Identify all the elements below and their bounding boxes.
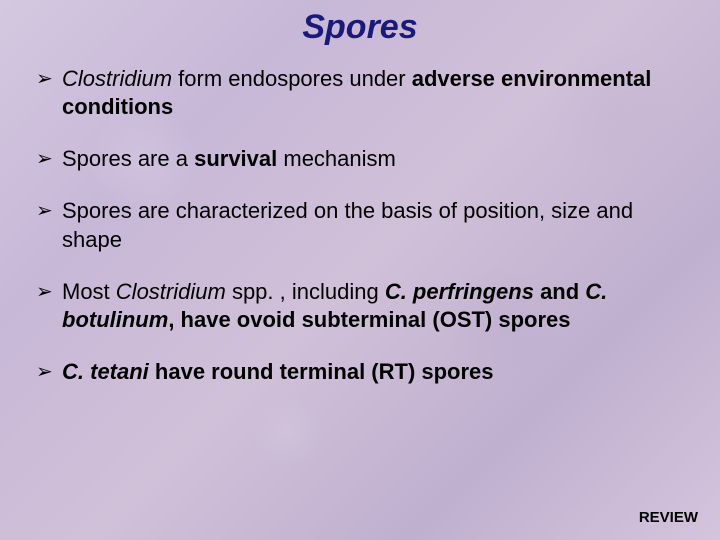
text-segment: Clostridium xyxy=(62,66,172,91)
text-segment: Spores are characterized on the basis of… xyxy=(62,198,633,251)
text-segment: spp. , including xyxy=(226,279,385,304)
bullet-list: ➢Clostridium form endospores under adver… xyxy=(0,65,720,386)
bullet-text: Spores are characterized on the basis of… xyxy=(62,197,688,253)
bullet-text: C. tetani have round terminal (RT) spore… xyxy=(62,358,688,386)
text-segment: C. tetani xyxy=(62,359,149,384)
bullet-item: ➢Most Clostridium spp. , including C. pe… xyxy=(36,278,688,334)
text-segment: have round terminal (RT) spores xyxy=(149,359,494,384)
text-segment: Spores are a xyxy=(62,146,194,171)
bullet-item: ➢C. tetani have round terminal (RT) spor… xyxy=(36,358,688,386)
bullet-text: Clostridium form endospores under advers… xyxy=(62,65,688,121)
bullet-marker-icon: ➢ xyxy=(36,65,62,93)
text-segment: form endospores under xyxy=(172,66,412,91)
bullet-item: ➢Spores are characterized on the basis o… xyxy=(36,197,688,253)
text-segment: survival xyxy=(194,146,277,171)
text-segment: Clostridium xyxy=(116,279,226,304)
text-segment: , have ovoid subterminal (OST) spores xyxy=(168,307,570,332)
bullet-marker-icon: ➢ xyxy=(36,278,62,306)
bullet-item: ➢Clostridium form endospores under adver… xyxy=(36,65,688,121)
text-segment: C. perfringens xyxy=(385,279,534,304)
bullet-item: ➢Spores are a survival mechanism xyxy=(36,145,688,173)
text-segment: Most xyxy=(62,279,116,304)
bullet-marker-icon: ➢ xyxy=(36,145,62,173)
slide: Spores ➢Clostridium form endospores unde… xyxy=(0,0,720,540)
bullet-text: Spores are a survival mechanism xyxy=(62,145,688,173)
bullet-text: Most Clostridium spp. , including C. per… xyxy=(62,278,688,334)
bullet-marker-icon: ➢ xyxy=(36,197,62,225)
text-segment: and xyxy=(534,279,585,304)
bullet-marker-icon: ➢ xyxy=(36,358,62,386)
text-segment: mechanism xyxy=(277,146,396,171)
footer-label: REVIEW xyxy=(639,509,698,526)
slide-title: Spores xyxy=(0,0,720,65)
